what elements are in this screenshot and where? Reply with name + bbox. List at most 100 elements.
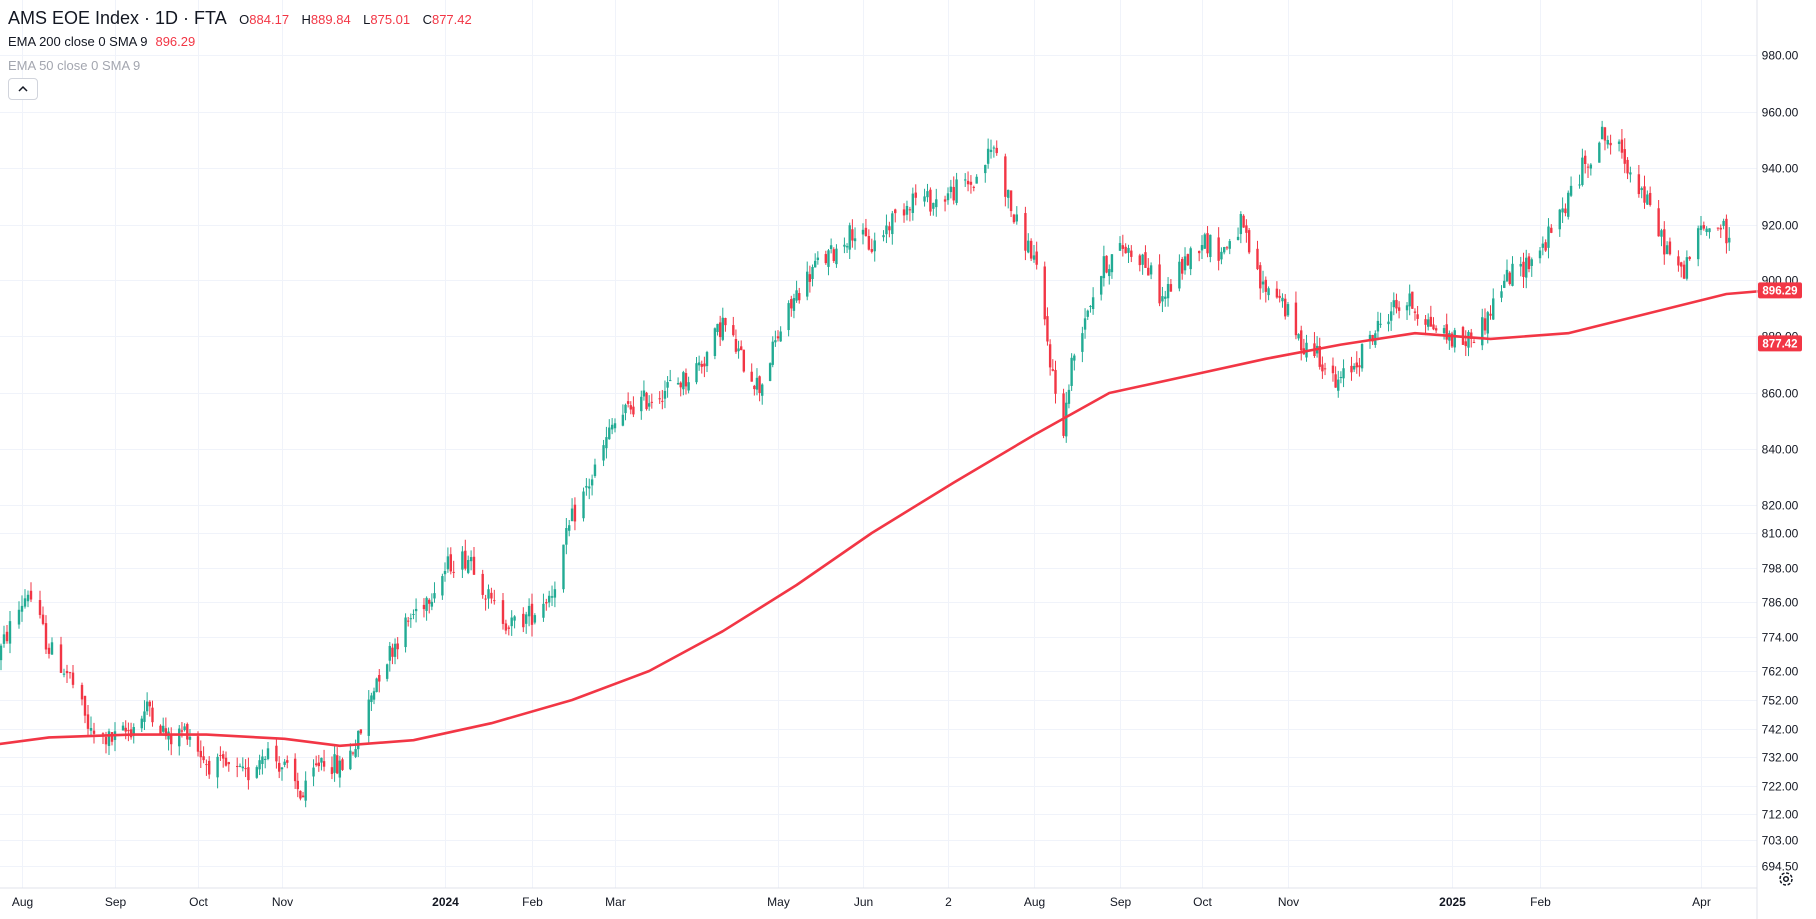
- candle[interactable]: [266, 741, 270, 761]
- candle[interactable]: [632, 396, 635, 418]
- candle[interactable]: [80, 682, 84, 706]
- candle[interactable]: [1161, 286, 1164, 313]
- candle[interactable]: [1138, 253, 1141, 272]
- candle[interactable]: [304, 771, 307, 808]
- candle[interactable]: [914, 184, 917, 206]
- candle[interactable]: [1589, 163, 1593, 176]
- candle[interactable]: [713, 327, 717, 360]
- candle[interactable]: [739, 340, 743, 351]
- candle[interactable]: [314, 755, 318, 767]
- candle[interactable]: [148, 700, 152, 717]
- candle[interactable]: [682, 370, 685, 396]
- candle[interactable]: [1070, 353, 1073, 391]
- candle[interactable]: [1178, 254, 1181, 292]
- candle[interactable]: [1461, 325, 1465, 345]
- candle[interactable]: [1027, 233, 1030, 254]
- candle[interactable]: [1600, 120, 1604, 140]
- candle[interactable]: [375, 677, 378, 693]
- candle[interactable]: [330, 756, 334, 780]
- candle[interactable]: [322, 749, 326, 772]
- candle[interactable]: [1225, 245, 1229, 251]
- price-area[interactable]: [0, 120, 1771, 808]
- candle[interactable]: [1007, 189, 1010, 209]
- candle[interactable]: [1091, 287, 1095, 315]
- candle[interactable]: [393, 638, 397, 665]
- candle[interactable]: [490, 587, 493, 604]
- candle[interactable]: [41, 606, 45, 626]
- candle[interactable]: [905, 200, 909, 221]
- candle[interactable]: [585, 478, 588, 496]
- candle[interactable]: [1108, 264, 1111, 285]
- candle[interactable]: [716, 323, 719, 336]
- candle[interactable]: [1012, 213, 1016, 224]
- candle[interactable]: [1464, 330, 1467, 357]
- candle[interactable]: [525, 611, 528, 634]
- candle[interactable]: [1525, 249, 1528, 289]
- candle[interactable]: [816, 251, 820, 265]
- candle[interactable]: [755, 368, 759, 396]
- candle[interactable]: [626, 392, 630, 408]
- candle[interactable]: [624, 403, 627, 421]
- candle[interactable]: [992, 145, 996, 158]
- candle[interactable]: [1483, 308, 1487, 335]
- candle[interactable]: [68, 671, 72, 679]
- candle[interactable]: [317, 754, 321, 772]
- candle[interactable]: [1665, 241, 1669, 255]
- candle[interactable]: [891, 210, 894, 245]
- candle[interactable]: [484, 594, 487, 611]
- candle[interactable]: [286, 755, 289, 769]
- candle[interactable]: [669, 369, 672, 382]
- candle[interactable]: [1339, 371, 1343, 384]
- candle[interactable]: [663, 380, 667, 409]
- candle[interactable]: [1716, 227, 1720, 231]
- candle[interactable]: [1500, 285, 1503, 303]
- candle[interactable]: [0, 643, 3, 671]
- candle[interactable]: [89, 716, 93, 737]
- candle[interactable]: [1035, 241, 1038, 270]
- candle[interactable]: [795, 280, 798, 303]
- candle[interactable]: [734, 329, 738, 354]
- candle[interactable]: [621, 404, 625, 427]
- candle[interactable]: [1323, 362, 1327, 376]
- candle[interactable]: [923, 188, 926, 207]
- candle[interactable]: [679, 381, 682, 397]
- candle[interactable]: [1110, 253, 1114, 279]
- candle[interactable]: [222, 750, 225, 768]
- candle[interactable]: [593, 458, 597, 478]
- symbol-title[interactable]: AMS EOE Index · 1D · FTA: [8, 8, 227, 28]
- candle[interactable]: [433, 582, 436, 603]
- candle[interactable]: [1705, 226, 1708, 236]
- candle[interactable]: [1206, 226, 1209, 258]
- candle[interactable]: [312, 759, 315, 787]
- candle[interactable]: [422, 598, 426, 618]
- candle[interactable]: [779, 326, 782, 342]
- candle[interactable]: [684, 368, 688, 395]
- candle[interactable]: [1294, 291, 1298, 340]
- candle[interactable]: [1561, 197, 1564, 223]
- candle[interactable]: [570, 498, 574, 522]
- candle[interactable]: [1242, 214, 1245, 228]
- candle[interactable]: [986, 138, 990, 169]
- candle[interactable]: [911, 187, 915, 221]
- candle[interactable]: [338, 755, 342, 788]
- candle[interactable]: [385, 663, 389, 682]
- candle[interactable]: [1450, 331, 1454, 348]
- candle[interactable]: [504, 619, 508, 635]
- candle[interactable]: [545, 598, 548, 611]
- candle[interactable]: [59, 636, 63, 673]
- candle[interactable]: [676, 377, 680, 385]
- candle[interactable]: [1657, 200, 1660, 237]
- candle[interactable]: [20, 595, 24, 622]
- candle[interactable]: [590, 474, 594, 496]
- candle[interactable]: [1081, 326, 1084, 363]
- candle[interactable]: [1015, 206, 1018, 225]
- candle[interactable]: [703, 356, 706, 378]
- candle[interactable]: [261, 749, 264, 775]
- candle[interactable]: [293, 753, 297, 789]
- candle[interactable]: [1220, 247, 1223, 265]
- candle[interactable]: [461, 546, 464, 579]
- candle[interactable]: [1481, 308, 1484, 351]
- candle[interactable]: [127, 722, 130, 742]
- candle[interactable]: [1164, 290, 1167, 307]
